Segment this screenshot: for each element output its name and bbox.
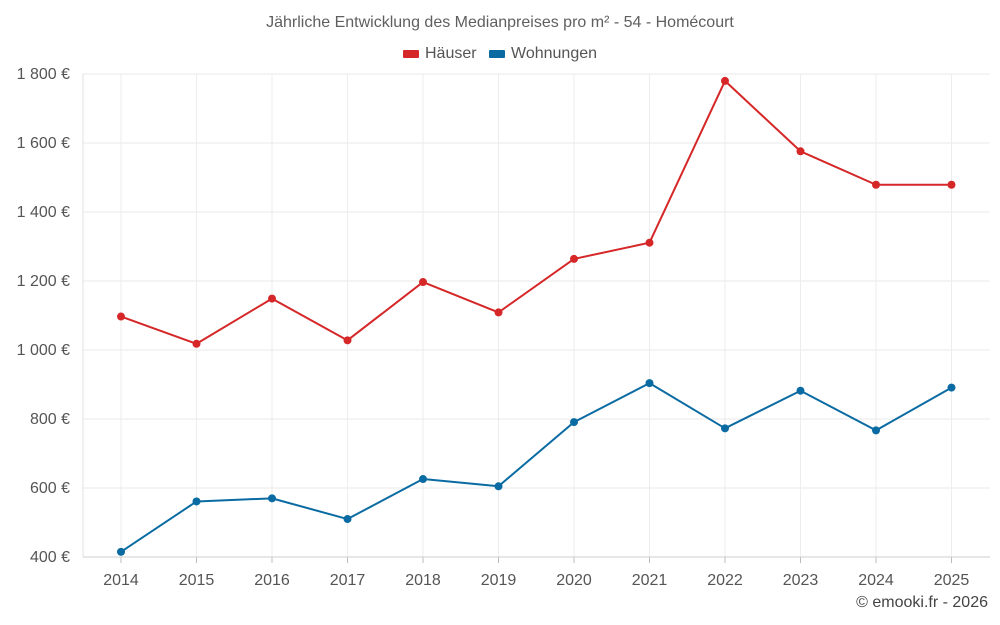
data-point-wohnungen <box>721 424 729 433</box>
data-point-wohnungen <box>494 482 503 491</box>
data-point-haeuser <box>192 339 201 348</box>
legend-label-haeuser: Häuser <box>424 45 477 62</box>
y-tick-label: 1 000 € <box>17 342 70 359</box>
legend-label-wohnungen: Wohnungen <box>511 45 598 62</box>
x-tick-label: 2023 <box>783 572 819 589</box>
legend-item-haeuser[interactable]: Häuser <box>402 45 477 63</box>
data-point-wohnungen <box>947 383 956 392</box>
x-tick-label: 2018 <box>405 572 441 589</box>
data-point-haeuser <box>494 308 503 317</box>
data-point-wohnungen <box>872 426 880 435</box>
grid <box>83 73 990 558</box>
axes: 400 € 600 € 800 € 1 000 € 1 200 € 1 400 € 1 60… <box>17 66 990 589</box>
legend-swatch-wohnungen <box>489 50 506 58</box>
data-point-haeuser <box>645 238 654 247</box>
chart-title: Jährliche Entwicklung des Medianpreises … <box>266 14 734 31</box>
data-point-wohnungen <box>192 497 201 506</box>
data-point-haeuser <box>419 278 427 287</box>
data-point-haeuser <box>117 312 125 321</box>
data-point-haeuser <box>872 180 880 189</box>
data-point-haeuser <box>947 180 956 189</box>
x-tick-label: 2022 <box>707 572 743 589</box>
data-point-haeuser <box>570 254 578 263</box>
x-tick-label: 2016 <box>254 572 290 589</box>
series-line-wohnungen <box>120 382 952 553</box>
data-point-haeuser <box>268 294 276 303</box>
legend-item-wohnungen[interactable]: Wohnungen <box>489 45 597 63</box>
data-point-wohnungen <box>419 475 427 484</box>
y-tick-label: 800 € <box>30 411 70 428</box>
x-tick-label: 2014 <box>103 572 139 589</box>
y-tick-label: 1 400 € <box>17 204 70 221</box>
y-tick-label: 1 200 € <box>17 273 70 290</box>
x-tick-label: 2017 <box>330 572 366 589</box>
x-tick-label: 2021 <box>632 572 668 589</box>
x-tick-label: 2024 <box>858 572 894 589</box>
data-point-haeuser <box>796 147 805 156</box>
y-tick-label: 1 800 € <box>17 66 70 83</box>
data-point-haeuser <box>343 336 352 345</box>
data-point-wohnungen <box>343 515 352 524</box>
data-point-wohnungen <box>570 418 578 427</box>
data-point-wohnungen <box>796 386 805 395</box>
x-tick-label: 2019 <box>481 572 517 589</box>
y-tick-label: 600 € <box>30 480 70 497</box>
x-tick-label: 2025 <box>934 572 970 589</box>
y-tick-label: 1 600 € <box>17 135 70 152</box>
copyright-text: © emooki.fr - 2026 <box>856 594 988 611</box>
series-line-haeuser <box>120 79 952 345</box>
data-point-haeuser <box>721 76 729 85</box>
data-point-wohnungen <box>268 494 276 503</box>
data-point-wohnungen <box>645 379 654 388</box>
legend-swatch-haeuser <box>402 50 419 58</box>
legend: Häuser Wohnungen <box>0 45 1000 63</box>
data-point-wohnungen <box>117 547 125 556</box>
series <box>117 76 956 556</box>
x-tick-label: 2020 <box>556 572 592 589</box>
x-tick-label: 2015 <box>179 572 215 589</box>
y-tick-label: 400 € <box>30 549 70 566</box>
